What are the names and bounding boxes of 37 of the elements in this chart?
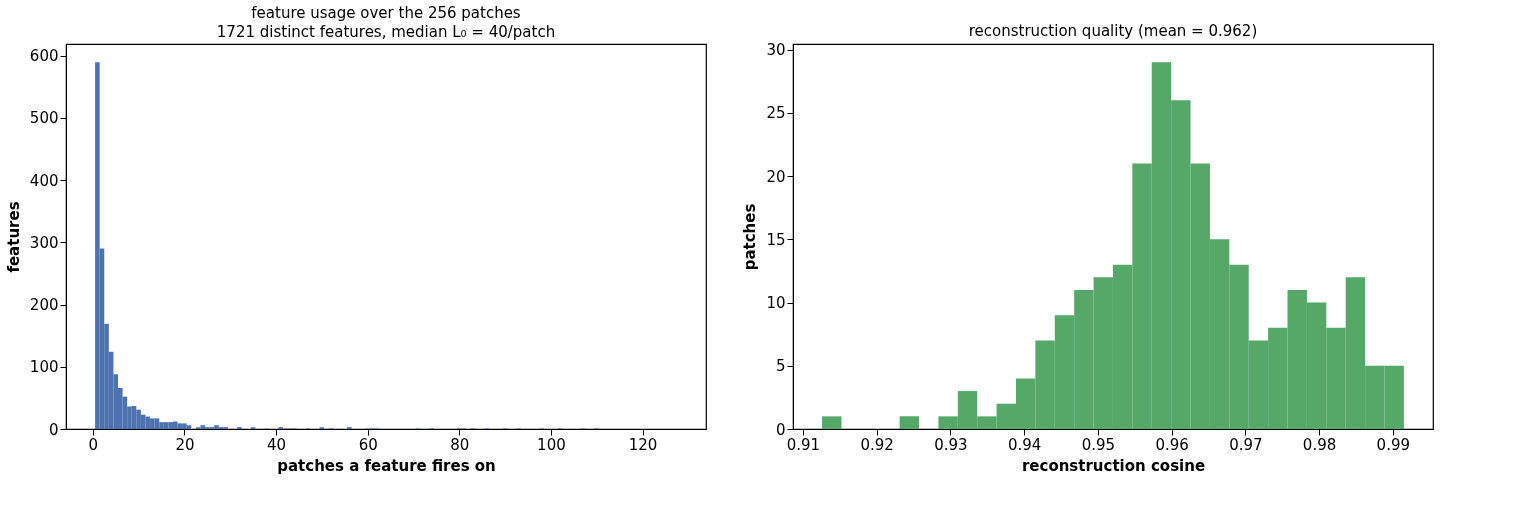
x-tick-label: 100 bbox=[537, 435, 566, 454]
x-axis-title: reconstruction cosine bbox=[1021, 456, 1206, 475]
y-tick-label: 300 bbox=[29, 233, 59, 252]
y-tick-label: 30 bbox=[766, 41, 786, 60]
x-tick-label: 0.92 bbox=[860, 435, 894, 454]
y-axis-title: features bbox=[4, 201, 23, 273]
y-tick-label: 400 bbox=[29, 171, 59, 190]
y-tick-label: 0 bbox=[48, 420, 59, 439]
y-tick-label: 500 bbox=[29, 109, 59, 128]
chart-title: reconstruction quality (mean = 0.962) bbox=[968, 21, 1258, 40]
x-tick-label: 0.96 bbox=[1155, 435, 1189, 454]
x-axis-title: patches a feature fires on bbox=[277, 456, 496, 475]
y-tick-label: 0 bbox=[775, 420, 786, 439]
y-tick-label: 25 bbox=[766, 104, 786, 123]
x-tick-label: 40 bbox=[267, 435, 287, 454]
y-tick-label: 20 bbox=[766, 167, 786, 186]
x-tick-label: 20 bbox=[175, 435, 195, 454]
x-tick-label: 0.94 bbox=[1007, 435, 1042, 454]
x-tick-label: 0.98 bbox=[1302, 435, 1337, 454]
y-tick-label: 5 bbox=[775, 357, 786, 376]
x-tick-label: 0.99 bbox=[1376, 435, 1411, 454]
y-tick-label: 600 bbox=[29, 47, 59, 66]
chart-subtitle: 1721 distinct features, median L₀ = 40/patch bbox=[216, 23, 556, 41]
x-tick-label: 80 bbox=[450, 435, 470, 454]
x-tick-label: 0 bbox=[88, 435, 99, 454]
x-tick-label: 0.93 bbox=[934, 435, 968, 454]
x-tick-label: 60 bbox=[358, 435, 378, 454]
y-tick-label: 200 bbox=[29, 296, 59, 315]
y-axis-title: patches bbox=[741, 203, 760, 271]
x-tick-label: 0.95 bbox=[1081, 435, 1116, 454]
y-tick-label: 100 bbox=[29, 358, 59, 377]
y-tick-label: 15 bbox=[766, 230, 786, 249]
x-tick-label: 0.97 bbox=[1229, 435, 1263, 454]
y-tick-label: 10 bbox=[766, 294, 786, 313]
chart-title: feature usage over the 256 patches bbox=[251, 4, 521, 22]
x-tick-label: 0.91 bbox=[786, 435, 821, 454]
x-tick-label: 120 bbox=[628, 435, 658, 454]
